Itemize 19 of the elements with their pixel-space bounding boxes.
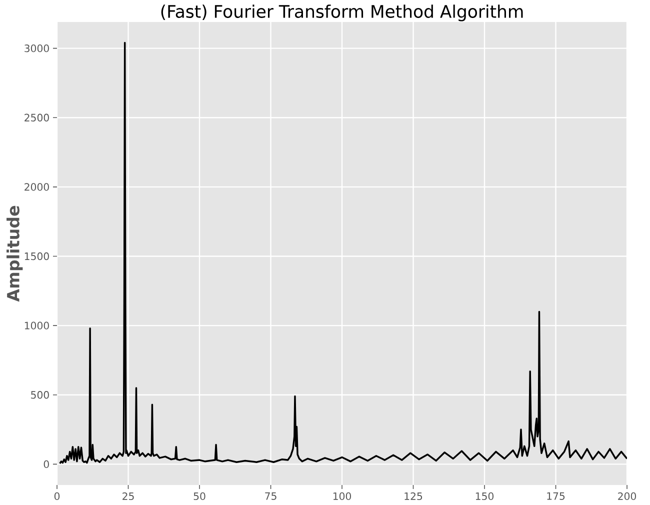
y-axis-title: Amplitude <box>6 206 23 302</box>
x-tick-label: 100 <box>333 492 351 500</box>
x-tick-label: 125 <box>404 492 422 500</box>
y-tick-label: 0 <box>44 460 49 468</box>
line-series <box>58 42 628 464</box>
chart-title: (Fast) Fourier Transform Method Algorithm <box>161 4 523 22</box>
y-tick-label: 1000 <box>24 322 49 330</box>
x-tick-label: 75 <box>265 492 276 500</box>
y-tick-label: 500 <box>31 391 49 399</box>
y-tick-label: 3000 <box>24 44 49 52</box>
x-tick-label: 200 <box>618 492 636 500</box>
x-tick-label: 25 <box>122 492 134 500</box>
y-tick-label: 1500 <box>24 252 49 260</box>
y-tick-label: 2500 <box>24 114 49 122</box>
x-tick-label: 175 <box>547 492 565 500</box>
x-tick-label: 0 <box>54 492 60 500</box>
x-tick-label: 150 <box>476 492 494 500</box>
x-tick-label: 50 <box>194 492 206 500</box>
y-tick-label: 2000 <box>24 183 49 191</box>
